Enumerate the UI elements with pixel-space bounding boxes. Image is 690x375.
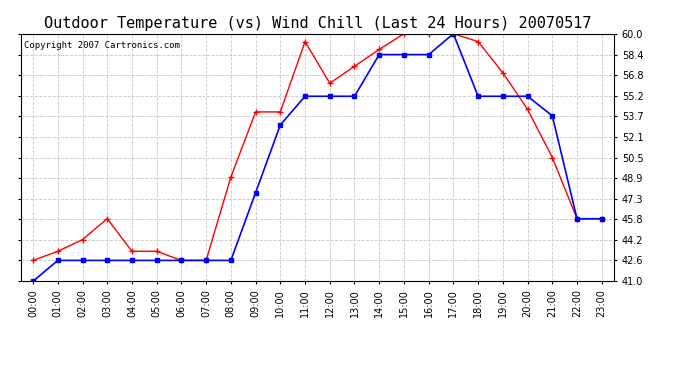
Title: Outdoor Temperature (vs) Wind Chill (Last 24 Hours) 20070517: Outdoor Temperature (vs) Wind Chill (Las… — [43, 16, 591, 31]
Text: Copyright 2007 Cartronics.com: Copyright 2007 Cartronics.com — [23, 41, 179, 50]
